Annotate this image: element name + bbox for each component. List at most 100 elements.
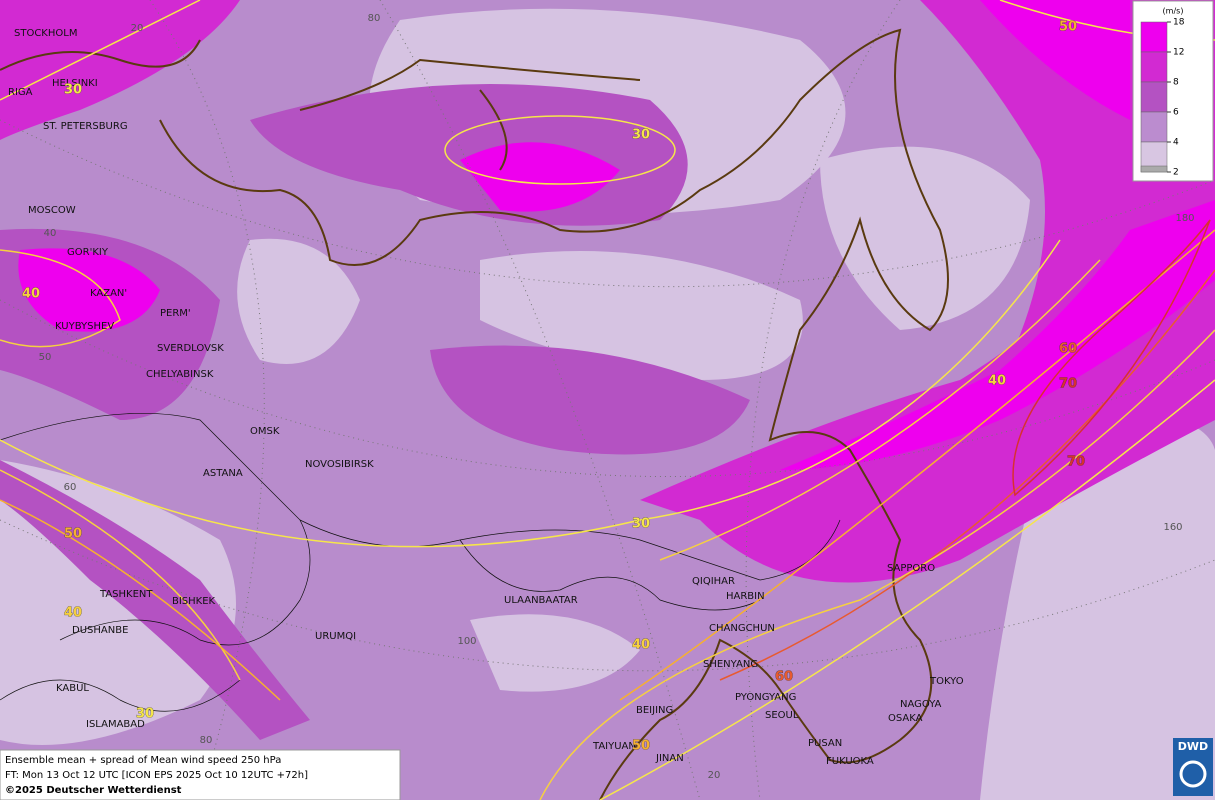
max-area <box>780 200 1215 470</box>
legend-label: 2 <box>1173 168 1179 178</box>
city-label: SVERDLOVSK <box>157 343 224 354</box>
contour-label: 70 <box>1059 377 1077 392</box>
city-label: PYONGYANG <box>735 692 796 703</box>
contour-label: 60 <box>1059 342 1077 357</box>
city-label: ST. PETERSBURG <box>43 121 128 132</box>
max-area <box>460 142 620 212</box>
grid-label: 160 <box>1163 522 1182 533</box>
city-label: SHENYANG <box>703 659 758 670</box>
city-label: ULAANBAATAR <box>504 595 578 606</box>
city-label: QIQIHAR <box>692 576 735 587</box>
city-label: ASTANA <box>203 468 243 479</box>
city-label: BISHKEK <box>172 596 216 607</box>
city-label: KUYBYSHEV <box>55 321 114 332</box>
max-area <box>18 248 160 332</box>
light-area <box>470 614 640 692</box>
logo-icon <box>1179 760 1207 788</box>
caption: Ensemble mean + spread of Mean wind spee… <box>0 749 401 801</box>
city-label: MOSCOW <box>28 205 76 216</box>
city-label: BEIJING <box>636 705 673 716</box>
legend-label: 12 <box>1173 48 1184 58</box>
contour-label: 30 <box>136 707 154 722</box>
city-label: URUMQI <box>315 631 356 642</box>
city-label: OMSK <box>250 426 280 437</box>
city-label: CHELYABINSK <box>146 369 214 380</box>
grid-label: 50 <box>39 352 52 363</box>
grid-label: 180 <box>1175 213 1194 224</box>
contour-label: 60 <box>775 670 793 685</box>
city-label: KAZAN' <box>90 288 127 299</box>
light-area <box>820 146 1030 330</box>
legend-label: 8 <box>1173 78 1179 88</box>
caption-box <box>0 749 401 801</box>
caption-line: FT: Mon 13 Oct 12 UTC [ICON EPS 2025 Oct… <box>5 770 308 781</box>
grid-label: 60 <box>64 482 77 493</box>
caption-line: ©2025 Deutscher Wetterdienst <box>5 785 182 796</box>
city-label: PUSAN <box>808 738 842 749</box>
city-label: PERM' <box>160 308 191 319</box>
legend-swatch <box>1140 81 1168 113</box>
city-label: JINAN <box>655 753 684 764</box>
city-label: DUSHANBE <box>72 625 128 636</box>
contour-label: 40 <box>22 287 40 302</box>
grid-label: 80 <box>368 13 381 24</box>
legend-unit: (m/s) <box>1163 7 1184 16</box>
legend: (m/s) 18 12 8 6 4 2 <box>1132 0 1214 182</box>
strong-area <box>0 0 240 140</box>
city-label: OSAKA <box>888 713 923 724</box>
city-label: STOCKHOLM <box>14 28 77 39</box>
legend-items: 18 12 8 6 4 2 <box>1140 18 1185 178</box>
legend-swatch <box>1140 111 1168 143</box>
contour-label: 40 <box>632 638 650 653</box>
dark-area <box>430 345 750 455</box>
grid-label: 20 <box>708 770 721 781</box>
city-label: FUKUOKA <box>826 756 874 767</box>
legend-swatch <box>1140 21 1168 53</box>
city-label: TOKYO <box>929 676 964 687</box>
city-label: GOR'KIY <box>67 247 109 258</box>
grid-label: 80 <box>200 735 213 746</box>
dark-area <box>0 460 310 740</box>
city-label: ISLAMABAD <box>86 719 145 730</box>
legend-label: 6 <box>1173 108 1179 118</box>
city-label: SAPPORO <box>887 563 935 574</box>
borders <box>0 412 841 712</box>
city-label: TASHKENT <box>99 589 153 600</box>
contour-label: 40 <box>64 606 82 621</box>
coastlines <box>0 28 949 801</box>
map-labels: STOCKHOLM HELSINKI RIGA ST. PETERSBURG MOSCO… <box>8 13 1195 781</box>
city-label: HELSINKI <box>52 78 98 89</box>
city-label: NAGOYA <box>900 699 942 710</box>
city-label: SEOUL <box>765 710 799 721</box>
contour-label: 30 <box>632 517 650 532</box>
contour-label: 70 <box>1067 455 1085 470</box>
contour-label: 50 <box>64 527 82 542</box>
legend-label: 18 <box>1173 18 1185 28</box>
grid-label: 100 <box>457 636 476 647</box>
logo: DWD <box>1173 738 1213 796</box>
city-label: KABUL <box>56 683 89 694</box>
legend-swatch <box>1140 51 1168 83</box>
max-area <box>980 0 1130 120</box>
legend-swatch <box>1140 165 1168 173</box>
contour-label: 50 <box>1059 20 1077 35</box>
logo-text: DWD <box>1178 740 1208 753</box>
city-label: RIGA <box>8 87 33 98</box>
city-label: NOVOSIBIRSK <box>305 459 374 470</box>
contour-label: 30 <box>64 83 82 98</box>
light-area <box>480 251 803 380</box>
city-label: HARBIN <box>726 591 765 602</box>
contour-label: 30 <box>632 128 650 143</box>
legend-label: 4 <box>1173 138 1179 148</box>
caption-line: Ensemble mean + spread of Mean wind spee… <box>5 755 281 766</box>
city-label: CHANGCHUN <box>709 623 775 634</box>
city-label: TAIYUAN <box>592 741 636 752</box>
light-area <box>237 238 360 364</box>
grid-label: 40 <box>44 228 57 239</box>
contour-label: 50 <box>632 739 650 754</box>
contour-label: 40 <box>988 374 1006 389</box>
grid-label: 20 <box>131 23 144 34</box>
